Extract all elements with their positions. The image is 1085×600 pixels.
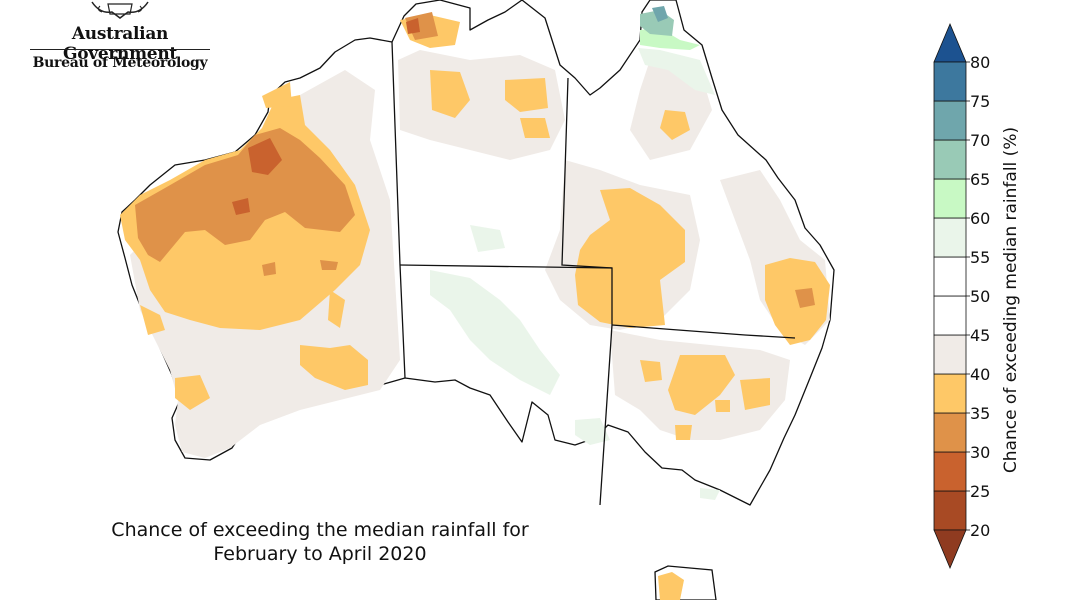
legend-tick-label: 40 bbox=[970, 365, 990, 384]
map-caption: Chance of exceeding the median rainfall … bbox=[70, 518, 570, 566]
band-70-75 bbox=[652, 6, 668, 22]
legend-tick-label: 20 bbox=[970, 521, 990, 540]
legend-tick-label: 35 bbox=[970, 404, 990, 423]
legend-tick-label: 75 bbox=[970, 92, 990, 111]
tasmania-outlook bbox=[658, 572, 684, 600]
legend-tick-label: 25 bbox=[970, 482, 990, 501]
legend-tick-label: 55 bbox=[970, 248, 990, 267]
legend-title: Chance of exceeding median rainfall (%) bbox=[1001, 127, 1021, 473]
bureau-name: Bureau of Meteorology bbox=[32, 55, 208, 71]
legend-bin-50-55 bbox=[933, 256, 967, 297]
coat-of-arms-icon bbox=[91, 1, 149, 19]
legend-bin-30-35 bbox=[933, 412, 967, 453]
legend-tick-label: 70 bbox=[970, 131, 990, 150]
band-25-30 bbox=[232, 18, 420, 215]
state-borders bbox=[391, 41, 796, 506]
legend-bin-45-50 bbox=[933, 295, 967, 336]
legend-bin-40-45 bbox=[933, 334, 967, 375]
legend-bin-20-25 bbox=[933, 490, 967, 531]
legend-tick-label: 60 bbox=[970, 209, 990, 228]
caption-line-2: February to April 2020 bbox=[213, 543, 427, 565]
legend-bin-70-75 bbox=[933, 100, 967, 141]
legend-tick-label: 45 bbox=[970, 326, 990, 345]
legend-tick-label: 30 bbox=[970, 443, 990, 462]
legend-tick-label: 65 bbox=[970, 170, 990, 189]
legend-bin-25-30 bbox=[933, 451, 967, 492]
legend-tick-label: 80 bbox=[970, 53, 990, 72]
caption-line-1: Chance of exceeding the median rainfall … bbox=[111, 519, 529, 541]
legend-low-arrow bbox=[933, 529, 967, 570]
legend-bin-35-40 bbox=[933, 373, 967, 414]
legend-bin-60-65 bbox=[933, 178, 967, 219]
logo-divider bbox=[30, 49, 210, 50]
band-30-35 bbox=[135, 12, 815, 308]
legend-tick-label: 50 bbox=[970, 287, 990, 306]
legend-bin-55-60 bbox=[933, 217, 967, 258]
legend-high-arrow bbox=[933, 22, 967, 63]
legend-colorbar: 20 25 30 35 40 45 50 55 60 65 70 75 80 Chance of exc… bbox=[933, 22, 1021, 570]
legend-bin-75-80 bbox=[933, 61, 967, 102]
band-55-60 bbox=[430, 48, 720, 500]
bom-logo: Australian Government Bureau of Meteorol… bbox=[20, 0, 220, 80]
legend-bin-65-70 bbox=[933, 139, 967, 180]
